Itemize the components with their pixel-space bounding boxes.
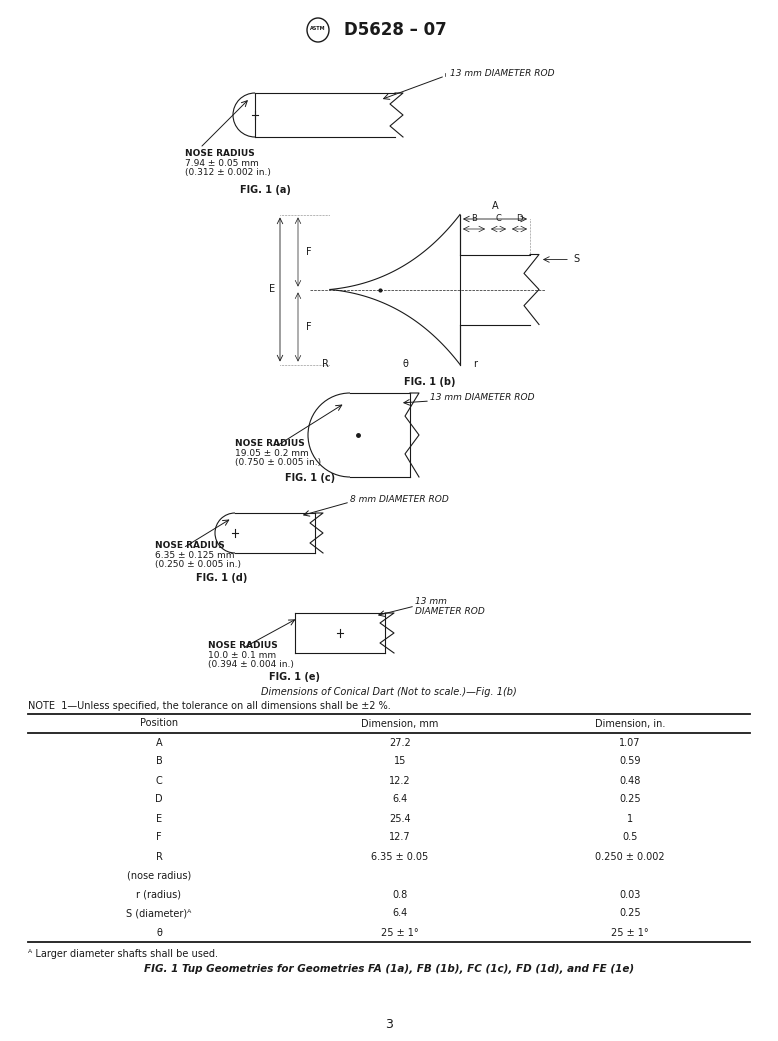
Text: r: r xyxy=(473,359,477,369)
Text: B: B xyxy=(471,214,477,223)
Text: 6.35 ± 0.125 mm: 6.35 ± 0.125 mm xyxy=(155,551,234,559)
Text: Dimension, in.: Dimension, in. xyxy=(595,718,665,729)
Text: R: R xyxy=(156,852,163,862)
Text: NOSE RADIUS: NOSE RADIUS xyxy=(155,540,225,550)
Text: 6.4: 6.4 xyxy=(392,909,408,918)
Text: R: R xyxy=(321,359,328,369)
Text: 1: 1 xyxy=(627,813,633,823)
Text: 7.94 ± 0.05 mm: 7.94 ± 0.05 mm xyxy=(185,158,259,168)
Text: E: E xyxy=(156,813,162,823)
Text: F: F xyxy=(306,322,312,332)
Text: 12.2: 12.2 xyxy=(389,776,411,786)
Text: NOSE RADIUS: NOSE RADIUS xyxy=(185,149,254,157)
Text: FIG. 1 (c): FIG. 1 (c) xyxy=(285,473,335,483)
Text: 13 mm DIAMETER ROD: 13 mm DIAMETER ROD xyxy=(450,69,555,77)
Text: B: B xyxy=(156,757,163,766)
Text: (0.394 ± 0.004 in.): (0.394 ± 0.004 in.) xyxy=(208,660,294,668)
Text: 0.25: 0.25 xyxy=(619,794,641,805)
Text: D5628 – 07: D5628 – 07 xyxy=(344,21,447,39)
Text: 12.7: 12.7 xyxy=(389,833,411,842)
Text: θ: θ xyxy=(402,359,408,369)
Text: ASTM: ASTM xyxy=(310,26,326,31)
Text: F: F xyxy=(306,247,312,257)
Text: C: C xyxy=(496,214,502,223)
Text: NOSE RADIUS: NOSE RADIUS xyxy=(235,438,305,448)
Text: 10.0 ± 0.1 mm: 10.0 ± 0.1 mm xyxy=(208,651,276,660)
Text: FIG. 1 (a): FIG. 1 (a) xyxy=(240,185,290,195)
Text: A: A xyxy=(492,201,499,211)
Text: FIG. 1 Tup Geometries for Geometries FA (1a), FB (1b), FC (1c), FD (1d), and FE : FIG. 1 Tup Geometries for Geometries FA … xyxy=(144,964,634,974)
Text: 0.48: 0.48 xyxy=(619,776,641,786)
Text: NOTE  1—Unless specified, the tolerance on all dimensions shall be ±2 %.: NOTE 1—Unless specified, the tolerance o… xyxy=(28,701,391,711)
Text: (0.750 ± 0.005 in.): (0.750 ± 0.005 in.) xyxy=(235,457,321,466)
Text: NOSE RADIUS: NOSE RADIUS xyxy=(208,640,278,650)
Text: 0.5: 0.5 xyxy=(622,833,638,842)
Text: 27.2: 27.2 xyxy=(389,737,411,747)
Text: 19.05 ± 0.2 mm: 19.05 ± 0.2 mm xyxy=(235,449,309,457)
Text: E: E xyxy=(269,284,275,295)
Text: 0.59: 0.59 xyxy=(619,757,641,766)
Text: DIAMETER ROD: DIAMETER ROD xyxy=(415,608,485,616)
Text: 15: 15 xyxy=(394,757,406,766)
Text: θ: θ xyxy=(156,928,162,938)
Text: 25 ± 1°: 25 ± 1° xyxy=(612,928,649,938)
Text: S (diameter)ᴬ: S (diameter)ᴬ xyxy=(126,909,191,918)
Text: 1.07: 1.07 xyxy=(619,737,641,747)
Text: 6.4: 6.4 xyxy=(392,794,408,805)
Text: 8 mm DIAMETER ROD: 8 mm DIAMETER ROD xyxy=(350,494,449,504)
Text: 0.250 ± 0.002: 0.250 ± 0.002 xyxy=(595,852,665,862)
Text: FIG. 1 (b): FIG. 1 (b) xyxy=(405,377,456,387)
Text: C: C xyxy=(156,776,163,786)
Text: Position: Position xyxy=(140,718,178,729)
Text: A: A xyxy=(156,737,163,747)
Text: (0.312 ± 0.002 in.): (0.312 ± 0.002 in.) xyxy=(185,168,271,177)
Text: D: D xyxy=(517,214,523,223)
Text: r (radius): r (radius) xyxy=(136,889,181,899)
Text: S: S xyxy=(573,254,579,264)
Text: D: D xyxy=(155,794,163,805)
Text: ᴬ Larger diameter shafts shall be used.: ᴬ Larger diameter shafts shall be used. xyxy=(28,949,218,959)
Text: F: F xyxy=(156,833,162,842)
Text: 25.4: 25.4 xyxy=(389,813,411,823)
Text: 13 mm: 13 mm xyxy=(415,598,447,607)
Text: 0.25: 0.25 xyxy=(619,909,641,918)
Text: 3: 3 xyxy=(385,1018,393,1032)
Text: 13 mm DIAMETER ROD: 13 mm DIAMETER ROD xyxy=(430,392,534,402)
Text: 0.03: 0.03 xyxy=(619,889,641,899)
Text: 25 ± 1°: 25 ± 1° xyxy=(381,928,419,938)
Text: FIG. 1 (e): FIG. 1 (e) xyxy=(269,672,321,682)
Text: FIG. 1 (d): FIG. 1 (d) xyxy=(196,573,247,583)
Text: Dimensions of Conical Dart (Not to scale.)—Fig. 1(b): Dimensions of Conical Dart (Not to scale… xyxy=(261,687,517,697)
Text: Dimension, mm: Dimension, mm xyxy=(361,718,439,729)
Text: 0.8: 0.8 xyxy=(392,889,408,899)
Text: (nose radius): (nose radius) xyxy=(127,870,191,881)
Text: (0.250 ± 0.005 in.): (0.250 ± 0.005 in.) xyxy=(155,559,241,568)
Text: 6.35 ± 0.05: 6.35 ± 0.05 xyxy=(371,852,429,862)
